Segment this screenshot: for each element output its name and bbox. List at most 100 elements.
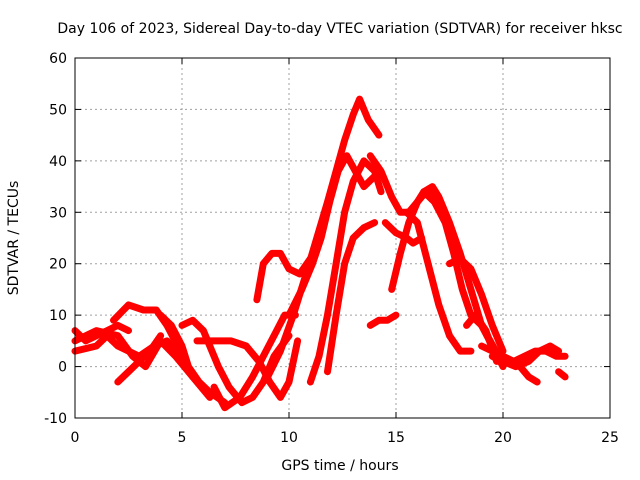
data-point: [420, 188, 427, 195]
data-point: [153, 307, 160, 313]
data-point: [521, 353, 528, 360]
data-point: [260, 353, 267, 360]
data-point: [211, 337, 218, 344]
data-point: [478, 291, 485, 298]
x-tick-label: 20: [494, 430, 512, 446]
data-point: [286, 265, 292, 272]
data-point: [472, 312, 479, 319]
data-point: [179, 343, 185, 349]
y-tick-label: 10: [49, 308, 67, 324]
series-track-9: [210, 311, 299, 412]
data-point: [296, 271, 303, 277]
data-point: [371, 219, 378, 226]
data-point: [371, 168, 378, 175]
series-track-19: [403, 208, 475, 355]
data-point: [196, 379, 203, 385]
data-point: [146, 348, 153, 355]
y-tick-label: 60: [49, 51, 67, 67]
data-point: [457, 348, 464, 355]
data-point: [397, 250, 404, 257]
data-point: [136, 358, 143, 365]
series-band: [446, 255, 507, 355]
data-point: [350, 178, 357, 185]
data-point: [294, 337, 301, 344]
data-point: [266, 379, 273, 385]
data-point: [125, 301, 132, 308]
data-point: [211, 384, 218, 391]
data-point: [365, 116, 372, 123]
data-point: [555, 348, 562, 355]
data-point: [268, 250, 275, 257]
data-point: [536, 348, 543, 355]
data-point: [463, 322, 470, 329]
data-point: [375, 132, 382, 139]
data-point: [125, 327, 132, 334]
data-point: [324, 312, 331, 319]
data-point: [172, 353, 179, 360]
data-point: [114, 343, 121, 349]
series-band: [110, 301, 182, 350]
data-point: [442, 219, 449, 226]
data-point: [253, 296, 260, 303]
data-point: [324, 368, 331, 375]
series-band: [285, 152, 379, 319]
data-point: [446, 260, 453, 267]
data-point: [500, 358, 506, 365]
data-point: [226, 384, 233, 391]
x-axis-label: GPS time / hours: [281, 458, 398, 474]
y-tick-label: 20: [49, 257, 67, 273]
y-tick-label: 40: [49, 154, 67, 170]
y-tick-label: 50: [49, 102, 67, 118]
data-point: [315, 353, 322, 360]
y-tick-label: 0: [58, 360, 67, 376]
data-point: [206, 389, 213, 396]
data-point: [341, 209, 348, 216]
data-point: [286, 379, 292, 385]
data-point: [125, 368, 132, 375]
data-point: [489, 322, 496, 329]
data-point: [260, 260, 267, 267]
data-point: [375, 317, 382, 324]
data-point: [309, 260, 316, 267]
data-point: [360, 224, 367, 231]
data-point: [93, 327, 100, 334]
series-band: [555, 368, 569, 381]
data-point: [356, 96, 363, 103]
x-tick-label: 5: [178, 430, 187, 446]
series-track-26: [463, 311, 501, 365]
data-point: [200, 327, 207, 334]
data-point: [467, 286, 474, 293]
data-point: [562, 373, 569, 380]
data-point: [450, 250, 457, 257]
data-point: [397, 209, 404, 216]
data-point: [341, 260, 348, 267]
series-track-15: [366, 311, 400, 329]
data-point: [547, 343, 554, 349]
series-band: [366, 311, 400, 329]
plot-frame: [74, 57, 611, 419]
data-point: [277, 394, 284, 401]
data-point: [114, 379, 121, 385]
data-point: [350, 111, 357, 118]
data-point: [277, 250, 284, 257]
data-point: [360, 157, 367, 164]
data-point: [403, 209, 410, 216]
data-point: [525, 358, 532, 365]
data-point: [367, 152, 374, 159]
data-point: [506, 358, 513, 365]
data-point: [429, 183, 436, 190]
data-point: [367, 322, 374, 329]
data-point: [277, 348, 284, 355]
data-point: [435, 193, 442, 200]
data-point: [562, 353, 569, 360]
data-point: [378, 188, 385, 195]
data-point: [193, 337, 200, 344]
data-point: [236, 394, 243, 401]
data-point: [243, 343, 250, 349]
y-tick-label: 30: [49, 205, 67, 221]
data-point: [335, 168, 342, 175]
data-point: [457, 255, 464, 262]
data-point: [393, 312, 399, 319]
data-point: [446, 332, 453, 339]
